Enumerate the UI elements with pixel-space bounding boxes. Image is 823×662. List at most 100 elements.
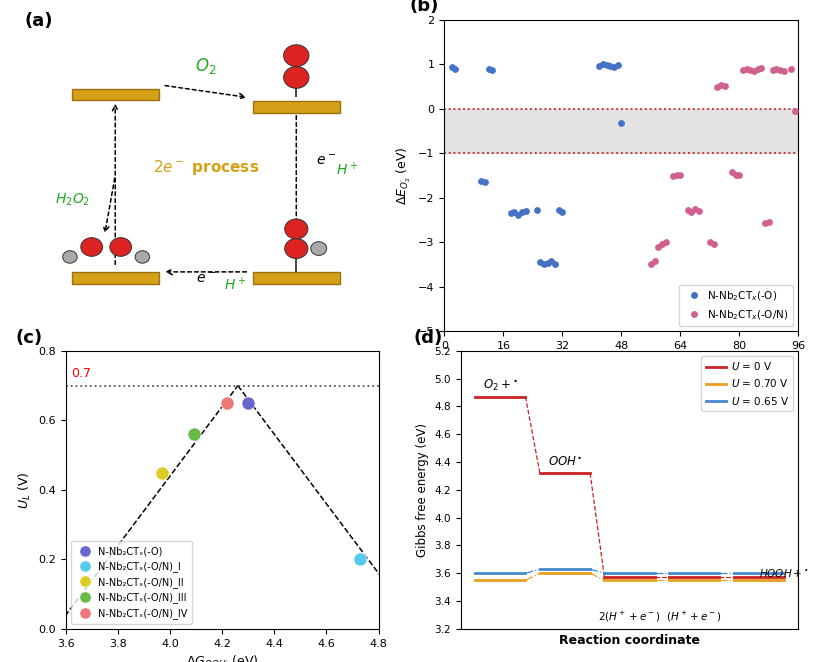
Point: [788, 106, 802, 117]
Point: [762, 217, 775, 228]
Point: [655, 239, 668, 250]
Point: [659, 237, 672, 248]
Point: [755, 63, 768, 73]
Point: [692, 206, 705, 216]
Bar: [444, 109, 798, 153]
Point: [729, 169, 742, 180]
Point: [156, 467, 169, 478]
Point: [541, 258, 554, 269]
Point: [607, 62, 621, 72]
Circle shape: [284, 66, 309, 88]
Point: [354, 554, 367, 565]
Text: $OOH^{\bullet}$: $OOH^{\bullet}$: [548, 456, 582, 469]
Point: [221, 398, 234, 408]
Point: [593, 60, 606, 71]
Point: [685, 207, 698, 217]
Text: $2(H^+ + e^-)$: $2(H^+ + e^-)$: [598, 610, 661, 624]
Text: (c): (c): [16, 328, 43, 346]
Text: $(H^+ + e^-)$: $(H^+ + e^-)$: [667, 610, 722, 624]
Text: $H^+$: $H^+$: [336, 161, 358, 179]
Point: [611, 60, 625, 70]
Point: [740, 64, 753, 74]
Point: [537, 259, 551, 269]
Text: $HOOH + {}^{\bullet}$: $HOOH + {}^{\bullet}$: [759, 567, 809, 579]
Legend: N-Nb$_2$CT$_x$(-O), N-Nb$_2$CT$_x$(-O/N): N-Nb$_2$CT$_x$(-O), N-Nb$_2$CT$_x$(-O/N): [679, 285, 793, 326]
Point: [725, 167, 738, 177]
Text: $H^+$: $H^+$: [224, 276, 246, 293]
Point: [747, 66, 760, 76]
Legend: $U$ = 0 V, $U$ = 0.70 V, $U$ = 0.65 V: $U$ = 0 V, $U$ = 0.70 V, $U$ = 0.65 V: [701, 356, 793, 411]
Point: [475, 175, 488, 186]
Point: [648, 256, 661, 266]
Point: [512, 209, 525, 220]
Circle shape: [284, 45, 309, 67]
Point: [508, 207, 521, 217]
Point: [718, 80, 731, 91]
Point: [759, 218, 772, 229]
Text: 0.7: 0.7: [71, 367, 91, 381]
Bar: [253, 101, 340, 113]
Point: [681, 205, 695, 215]
Point: [707, 239, 720, 250]
Circle shape: [63, 251, 77, 263]
Y-axis label: $\Delta E_{O_2^{\cdot}}$ (eV): $\Delta E_{O_2^{\cdot}}$ (eV): [394, 146, 412, 205]
Y-axis label: Gibbs free energy (eV): Gibbs free energy (eV): [416, 423, 429, 557]
Point: [732, 170, 746, 181]
Bar: [72, 272, 159, 284]
Text: (d): (d): [414, 328, 443, 346]
Point: [533, 257, 546, 267]
Point: [545, 256, 558, 266]
Text: $O_2$: $O_2$: [195, 56, 216, 76]
Bar: [72, 89, 159, 101]
Point: [556, 207, 569, 217]
Circle shape: [135, 251, 150, 263]
Point: [710, 81, 723, 92]
Point: [714, 80, 728, 91]
Point: [449, 64, 462, 74]
Circle shape: [285, 219, 308, 239]
Point: [530, 205, 543, 215]
Point: [670, 169, 683, 180]
Point: [674, 170, 687, 181]
Point: [703, 237, 716, 248]
Point: [548, 259, 561, 269]
Point: [777, 66, 790, 76]
Point: [770, 64, 783, 74]
X-axis label: Candidate number: Candidate number: [556, 356, 686, 369]
Text: $H_2O_2$: $H_2O_2$: [55, 191, 91, 208]
X-axis label: $\Delta G_{OOH^{\cdot}}$ (eV): $\Delta G_{OOH^{\cdot}}$ (eV): [186, 654, 258, 662]
Point: [552, 205, 565, 215]
Text: (b): (b): [409, 0, 439, 15]
Point: [737, 64, 750, 75]
Text: $2e^-$ process: $2e^-$ process: [152, 158, 259, 177]
Text: $O_2 + {}^{\bullet}$: $O_2 + {}^{\bullet}$: [483, 377, 518, 393]
Point: [600, 60, 613, 70]
Circle shape: [311, 242, 327, 256]
Point: [478, 177, 491, 187]
X-axis label: Reaction coordinate: Reaction coordinate: [559, 634, 700, 647]
Point: [515, 207, 528, 218]
Point: [644, 259, 658, 269]
Point: [751, 64, 765, 74]
Y-axis label: $U_L$ (V): $U_L$ (V): [16, 471, 33, 508]
Point: [504, 208, 518, 218]
Point: [744, 65, 757, 75]
Point: [242, 398, 255, 408]
Point: [519, 206, 532, 216]
Point: [604, 60, 617, 71]
Point: [689, 203, 702, 214]
Point: [486, 64, 499, 75]
Point: [774, 64, 787, 75]
Point: [784, 64, 797, 74]
Point: [615, 118, 628, 128]
Point: [597, 59, 610, 70]
Text: (a): (a): [25, 12, 53, 30]
Point: [187, 429, 200, 440]
Bar: [253, 272, 340, 284]
Point: [482, 64, 495, 74]
Circle shape: [285, 238, 308, 258]
Point: [445, 62, 458, 72]
Circle shape: [109, 238, 132, 256]
Point: [766, 64, 779, 75]
Circle shape: [81, 238, 103, 256]
